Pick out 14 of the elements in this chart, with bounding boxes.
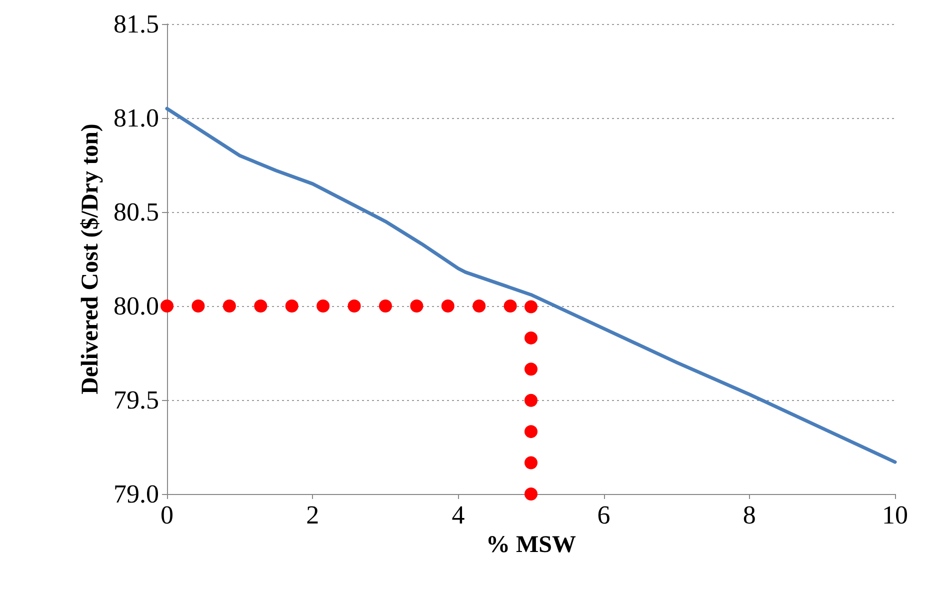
x-tick-label: 0 (160, 500, 174, 530)
y-tick-label: 79.5 (114, 386, 159, 414)
x-axis-title: % MSW (486, 532, 576, 558)
y-tick-label: 80.5 (114, 198, 159, 226)
x-tick-label: 2 (306, 500, 320, 530)
x-tick-label: 4 (452, 500, 465, 530)
y-axis-title: Delivered Cost ($/Dry ton) (78, 124, 104, 394)
y-tick-label: 79.0 (114, 480, 159, 508)
y-tick-label: 80.0 (114, 292, 159, 320)
x-tick-label: 10 (882, 500, 908, 530)
y-tick-label: 81.0 (114, 104, 159, 132)
x-tick-label: 8 (742, 500, 756, 530)
y-tick-label: 81.5 (114, 10, 159, 38)
x-tick-label: 6 (597, 500, 610, 530)
